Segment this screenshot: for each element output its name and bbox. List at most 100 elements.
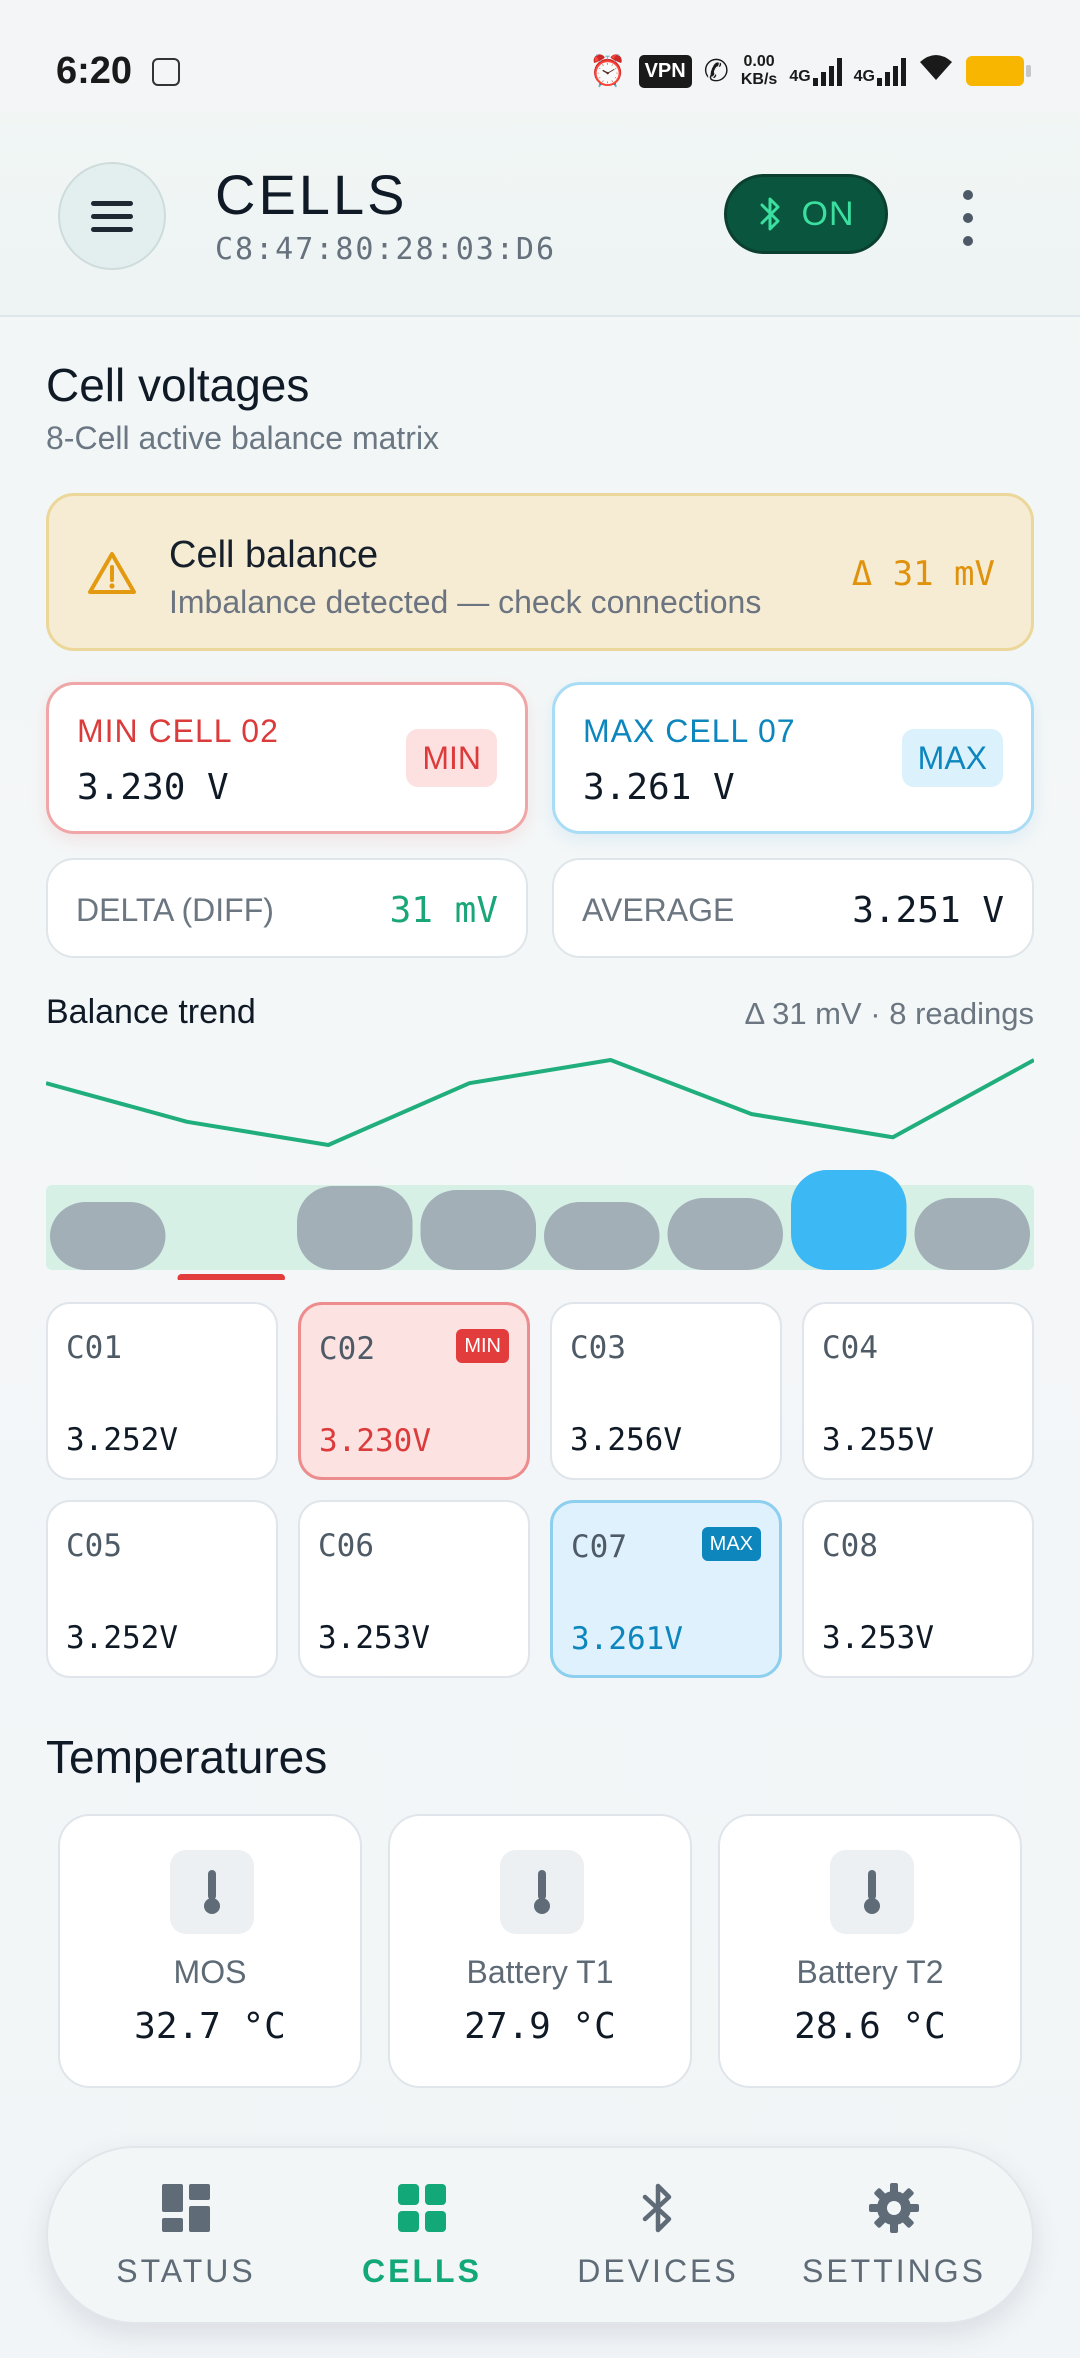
temp-value: 32.7 °C (134, 2006, 286, 2047)
wifi-call-icon: ✆ (703, 54, 729, 88)
cell-id: C05 (66, 1528, 122, 1564)
temp-card-battery-t2: Battery T2 28.6 °C (718, 1814, 1022, 2088)
nav-label: STATUS (116, 2252, 256, 2289)
cell-id: C02 (319, 1331, 375, 1367)
max-cell-card: MAX CELL 07 3.261 V MAX (552, 682, 1034, 834)
page-title: CELLS (215, 163, 408, 226)
alert-message: Imbalance detected — check connections (169, 584, 762, 620)
app-header: CELLS C8:47:80:28:03:D6 ON (0, 112, 1080, 317)
temp-label: MOS (173, 1954, 247, 1990)
cell-card-min[interactable]: C02 MIN 3.230V (298, 1302, 530, 1480)
balance-trend-chart (46, 1058, 1034, 1280)
nav-item-cells[interactable]: CELLS (312, 2181, 532, 2290)
cell-id: C01 (66, 1330, 122, 1366)
alarm-icon: ⏰ (589, 54, 627, 88)
cell-voltage: 3.256V (570, 1422, 682, 1458)
menu-button[interactable] (58, 162, 166, 270)
temp-value: 28.6 °C (794, 2006, 946, 2047)
cell-bar (791, 1170, 907, 1270)
speed-unit: KB/s (740, 71, 778, 88)
bluetooth-icon (760, 197, 779, 231)
nav-item-settings[interactable]: SETTINGS (784, 2181, 1004, 2290)
cell-bar (544, 1202, 660, 1270)
thermometer-icon (830, 1850, 914, 1934)
temperature-cards: MOS 32.7 °C Battery T1 27.9 °C Battery T… (58, 1814, 1022, 2088)
cell-card[interactable]: C01 3.252V (46, 1302, 278, 1480)
cell-voltage: 3.261V (571, 1621, 683, 1657)
nav-item-status[interactable]: STATUS (76, 2181, 296, 2290)
cell-card[interactable]: C06 3.253V (298, 1500, 530, 1678)
signal-2: 4G (854, 56, 906, 86)
thermometer-icon (500, 1850, 584, 1934)
cell-card[interactable]: C04 3.255V (802, 1302, 1034, 1480)
cell-bar (50, 1202, 166, 1270)
cell-id: C06 (318, 1528, 374, 1564)
cell-voltage: 3.253V (318, 1620, 430, 1656)
cell-bar (420, 1190, 536, 1270)
bluetooth-toggle[interactable]: ON (724, 174, 888, 254)
temp-label: Battery T1 (466, 1954, 614, 1990)
shield-icon (152, 58, 180, 86)
network-speed: 0.00 KB/s (741, 53, 777, 89)
section-title-temperatures: Temperatures (46, 1731, 328, 1783)
section-subtitle-voltages: 8-Cell active balance matrix (46, 420, 440, 456)
network-type-2: 4G (853, 68, 875, 85)
cell-card[interactable]: C08 3.253V (802, 1500, 1034, 1678)
cell-card-max[interactable]: C07 MAX 3.261V (550, 1500, 782, 1678)
temp-label: Battery T2 (796, 1954, 944, 1990)
temp-card-mos: MOS 32.7 °C (58, 1814, 362, 2088)
wifi-icon (918, 52, 954, 90)
alert-delta: Δ 31 mV (851, 554, 995, 594)
cell-id: C07 (571, 1529, 627, 1565)
cell-min-tag: MIN (456, 1329, 509, 1363)
system-status-bar: 6:20 ⏰ VPN ✆ 0.00 KB/s 4G 4G (0, 0, 1080, 112)
delta-card: DELTA (DIFF) 31 mV (46, 858, 528, 958)
cell-voltage: 3.230V (319, 1423, 431, 1459)
nav-label: DEVICES (577, 2252, 739, 2289)
bluetooth-icon (642, 2183, 672, 2232)
max-badge: MAX (901, 729, 1003, 787)
cell-card[interactable]: C03 3.256V (550, 1302, 782, 1480)
cell-voltage: 3.255V (822, 1422, 934, 1458)
balance-alert: Cell balance Imbalance detected — check … (46, 493, 1034, 651)
cell-bar (297, 1186, 413, 1270)
cell-voltage: 3.252V (66, 1620, 178, 1656)
gear-icon (869, 2182, 919, 2233)
average-card: AVERAGE 3.251 V (552, 858, 1034, 958)
hamburger-icon (91, 200, 133, 206)
min-cell-card: MIN CELL 02 3.230 V MIN (46, 682, 528, 834)
min-cell-label: MIN CELL 02 (77, 713, 279, 749)
nav-item-devices[interactable]: DEVICES (548, 2181, 768, 2290)
signal-bars-icon (812, 56, 842, 86)
delta-value: 31 mV (389, 890, 498, 931)
max-cell-value: 3.261 V (583, 767, 735, 808)
min-cell-value: 3.230 V (77, 767, 229, 808)
cell-bar (914, 1198, 1030, 1270)
dashboard-icon (162, 2183, 210, 2232)
alert-title: Cell balance (169, 534, 379, 576)
signal-1: 4G (789, 56, 842, 86)
clock: 6:20 (56, 50, 133, 92)
temp-value: 27.9 °C (464, 2006, 616, 2047)
balance-band (46, 1185, 1034, 1270)
vpn-badge: VPN (638, 54, 692, 88)
trend-title: Balance trend (46, 993, 256, 1031)
nav-label: SETTINGS (801, 2252, 986, 2289)
trend-meta: Δ 31 mV · 8 readings (744, 996, 1034, 1031)
average-label: AVERAGE (582, 892, 735, 928)
cell-id: C04 (822, 1330, 878, 1366)
more-options-icon[interactable] (950, 190, 986, 246)
speed-value: 0.00 (743, 53, 775, 70)
cell-voltage: 3.253V (822, 1620, 934, 1656)
cell-grid: C01 3.252V C02 MIN 3.230V C03 3.256V C04… (46, 1302, 1034, 1678)
bluetooth-state: ON (801, 194, 855, 233)
min-badge: MIN (406, 729, 497, 787)
cell-max-tag: MAX (701, 1527, 761, 1561)
signal-bars-icon (877, 56, 906, 86)
cell-voltage: 3.252V (66, 1422, 178, 1458)
cell-card[interactable]: C05 3.252V (46, 1500, 278, 1678)
max-cell-label: MAX CELL 07 (583, 713, 796, 749)
cell-id: C03 (570, 1330, 626, 1366)
network-type-1: 4G (789, 68, 811, 85)
trend-line (46, 1058, 1034, 1147)
